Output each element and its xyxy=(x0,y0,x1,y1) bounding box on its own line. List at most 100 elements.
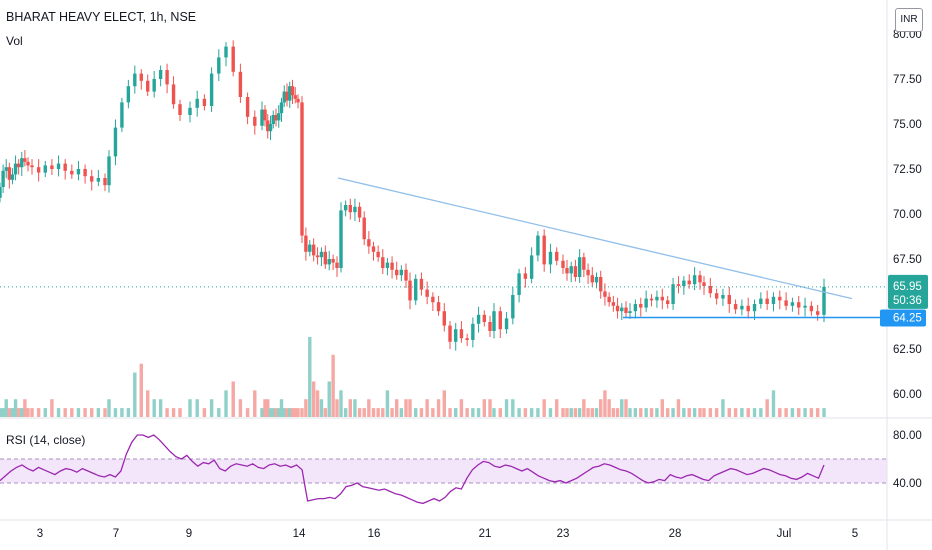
candle-body xyxy=(120,102,124,128)
volume-bar xyxy=(133,372,137,417)
volume-bar xyxy=(343,408,348,417)
volume-bar xyxy=(238,399,243,417)
volume-bar xyxy=(448,408,452,417)
candle-body xyxy=(425,289,429,297)
volume-bar xyxy=(381,408,385,417)
volume-bar xyxy=(671,408,675,417)
volume-bar xyxy=(721,399,725,417)
candle-body xyxy=(628,311,632,313)
volume-bar xyxy=(419,408,424,417)
price-tick-label: 70.00 xyxy=(893,209,922,221)
candle-body xyxy=(633,304,638,312)
candle-body xyxy=(0,187,2,198)
candle-body xyxy=(436,302,441,312)
volume-bar xyxy=(727,408,731,417)
candle-body xyxy=(202,98,207,106)
volume-bar xyxy=(30,408,34,417)
volume-bar xyxy=(339,390,343,417)
candle-body xyxy=(765,298,769,304)
candle-body xyxy=(231,46,235,72)
rsi-tick-label: 40.00 xyxy=(893,478,922,490)
volume-bar xyxy=(759,408,763,417)
volume-bar xyxy=(797,408,801,417)
volume-bar xyxy=(165,408,169,417)
price-tick-label: 60.00 xyxy=(893,389,922,401)
volume-bar xyxy=(611,408,616,417)
volume-bar xyxy=(577,408,582,417)
price-tick-label: 75.00 xyxy=(893,119,922,131)
candle-body xyxy=(607,296,611,303)
candle-body xyxy=(395,269,399,276)
volume-bar xyxy=(555,399,559,417)
volume-bar xyxy=(454,408,458,417)
candle-body xyxy=(660,296,665,301)
price-tick-label: 80.00 xyxy=(893,29,922,41)
volume-bar xyxy=(404,399,408,417)
volume-bar xyxy=(482,399,486,417)
candle-body xyxy=(139,73,143,81)
volume-bar xyxy=(771,390,776,417)
candle-body xyxy=(448,325,452,342)
candle-body xyxy=(803,305,807,308)
candle-body xyxy=(288,86,292,101)
volume-bar xyxy=(517,408,521,417)
time-tick-label: Jul xyxy=(777,528,792,540)
candle-body xyxy=(809,305,814,312)
candle-body xyxy=(536,235,540,256)
candle-body xyxy=(790,302,795,306)
volume-bar xyxy=(308,337,312,417)
volume-bar xyxy=(195,399,199,417)
volume-bar xyxy=(357,408,362,417)
candle-body xyxy=(431,296,435,303)
chart-title: BHARAT HEAVY ELECT, 1h, NSE xyxy=(6,10,197,24)
volume-bar xyxy=(7,408,12,417)
volume-bar xyxy=(245,408,250,417)
currency-button[interactable]: INR xyxy=(895,8,923,32)
candle-body xyxy=(586,269,590,276)
candle-body xyxy=(504,318,509,330)
candle-body xyxy=(784,300,788,306)
candle-body xyxy=(815,311,820,315)
candle-body xyxy=(465,338,469,340)
volume-bar xyxy=(586,408,590,417)
candle-body xyxy=(615,305,620,312)
candle-body xyxy=(708,286,713,294)
volume-bar xyxy=(582,399,586,417)
volume-bar xyxy=(96,408,101,417)
candle-body xyxy=(408,280,412,301)
candle-body xyxy=(23,158,27,162)
price-pane[interactable] xyxy=(0,40,887,351)
candle-body xyxy=(498,311,502,330)
candle-body xyxy=(253,116,257,126)
volume-bar xyxy=(311,381,316,417)
volume-bar xyxy=(126,408,131,417)
volume-bar xyxy=(714,408,719,417)
candle-body xyxy=(43,165,47,173)
rsi-pane[interactable] xyxy=(0,434,887,505)
volume-bar xyxy=(698,408,702,417)
volume-indicator-label: Vol xyxy=(6,34,23,48)
volume-bar xyxy=(0,408,2,417)
volume-bar xyxy=(107,399,111,417)
candle-body xyxy=(70,170,74,175)
volume-bar xyxy=(459,399,464,417)
candle-body xyxy=(178,104,182,115)
volume-bar xyxy=(746,408,750,417)
volume-bar xyxy=(385,390,390,417)
candle-body xyxy=(188,107,192,115)
rsi-line xyxy=(0,434,825,505)
candle-body xyxy=(759,298,763,304)
candle-body xyxy=(620,307,624,312)
candle-body xyxy=(740,305,744,310)
volume-bar xyxy=(476,408,481,417)
candle-body xyxy=(357,206,362,218)
time-tick-label: 7 xyxy=(113,528,119,540)
price-tick-label: 77.50 xyxy=(893,74,922,86)
volume-bar xyxy=(315,390,320,417)
volume-bar xyxy=(778,408,782,417)
volume-bar xyxy=(120,408,124,417)
support-price-badge xyxy=(880,309,926,327)
candle-body xyxy=(565,268,569,274)
candle-body xyxy=(665,300,670,304)
